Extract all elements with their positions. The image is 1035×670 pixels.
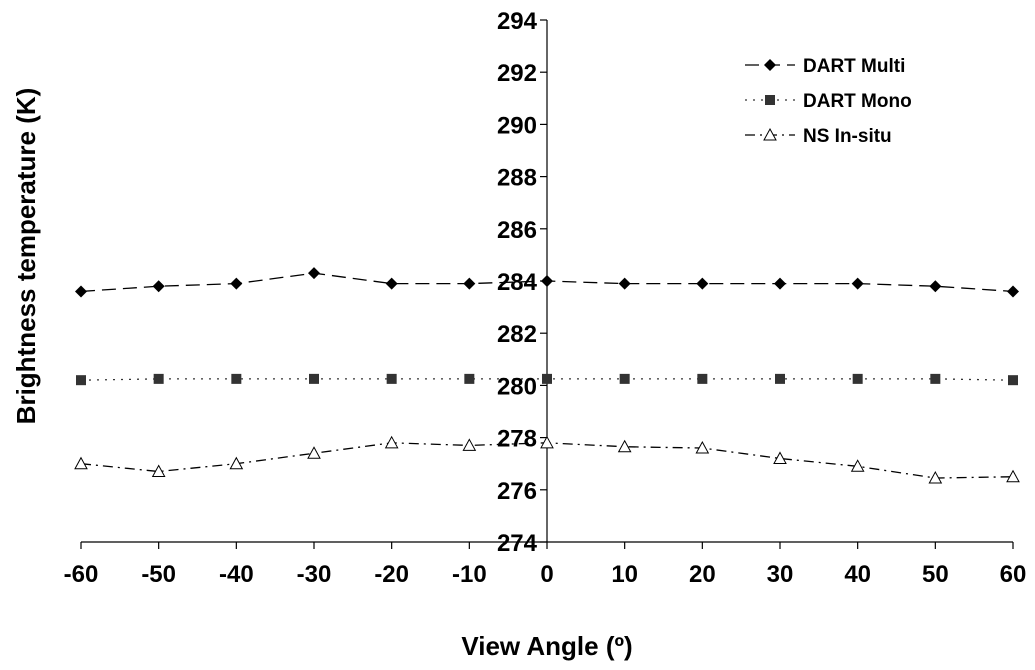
x-tick-label: 30 [767, 561, 794, 588]
y-tick-label: 286 [497, 217, 537, 244]
x-tick-label: -10 [452, 561, 487, 588]
legend: DART Multi DART Mono NS In-situ [745, 56, 912, 147]
legend-marker [764, 59, 776, 71]
y-tick-label: 284 [497, 269, 538, 296]
data-point [462, 438, 477, 451]
data-point [928, 471, 943, 484]
data-point [1006, 469, 1020, 483]
data-point [76, 375, 86, 386]
x-tick-label: -60 [64, 561, 99, 588]
legend-marker [765, 95, 775, 105]
data-point [308, 267, 320, 280]
data-point [384, 435, 399, 449]
x-tick-label: 20 [689, 561, 716, 588]
data-point [75, 285, 87, 298]
x-tick-label: 40 [844, 561, 871, 588]
data-point [309, 373, 319, 384]
series-dart-multi [75, 267, 1019, 298]
data-point [695, 440, 710, 454]
x-axis-title: View Angle (º) [461, 631, 632, 661]
data-point [851, 277, 864, 290]
data-point [151, 464, 166, 478]
data-point [1008, 375, 1018, 386]
data-point [229, 456, 244, 470]
data-point [619, 373, 630, 384]
data-point [618, 277, 631, 290]
y-tick-label: 280 [497, 373, 537, 400]
legend-item-dart-multi: DART Multi [745, 56, 905, 77]
data-point [463, 277, 476, 290]
data-point [775, 373, 785, 384]
data-point [152, 280, 165, 293]
x-tick-label: -50 [141, 561, 176, 588]
data-point [464, 373, 475, 384]
y-tick-label: 292 [497, 60, 537, 87]
data-point [230, 277, 243, 290]
legend-label: DART Mono [803, 91, 912, 112]
data-point [542, 373, 552, 384]
data-point [153, 373, 164, 384]
y-axis-title: Brightness temperature (K) [11, 88, 41, 425]
data-point [385, 277, 398, 290]
data-point [773, 451, 787, 464]
data-point [386, 373, 397, 384]
data-point [696, 277, 709, 290]
data-point [617, 439, 632, 453]
x-tick-label: 0 [540, 561, 553, 588]
data-point [850, 459, 865, 472]
legend-marker [763, 127, 777, 141]
data-point [929, 280, 942, 293]
data-point [774, 277, 786, 290]
legend-label: NS In-situ [803, 126, 892, 147]
y-tick-label: 276 [497, 478, 537, 505]
y-tick-label: 274 [497, 530, 538, 557]
data-point [930, 373, 941, 384]
x-tick-label: 50 [922, 561, 949, 588]
data-point [307, 446, 321, 459]
data-point [541, 275, 553, 287]
x-tick-label: -20 [374, 561, 409, 588]
data-point [697, 373, 708, 384]
legend-item-dart-mono: DART Mono [745, 91, 912, 112]
y-tick-label: 288 [497, 165, 537, 192]
data-point [1007, 285, 1019, 298]
series-ns-in-situ [74, 435, 1020, 484]
x-tick-label: 10 [611, 561, 638, 588]
tick-labels: -60 -50 -40 -30 -20 -10 0 10 20 30 40 50 60 274 276 278… [64, 8, 1027, 588]
data-point [74, 456, 88, 470]
y-tick-label: 282 [497, 321, 537, 348]
legend-item-ns-in-situ: NS In-situ [745, 126, 892, 147]
x-tick-label: -40 [219, 561, 254, 588]
axes [80, 19, 1014, 549]
series-layer [74, 267, 1020, 484]
series-dart-mono [76, 373, 1018, 386]
data-point [540, 435, 554, 449]
data-point [852, 373, 863, 384]
x-tick-label: 60 [1000, 561, 1027, 588]
legend-label: DART Multi [803, 56, 905, 77]
data-point [231, 373, 242, 384]
y-tick-label: 294 [497, 8, 538, 35]
y-tick-label: 278 [497, 426, 537, 453]
y-tick-label: 290 [497, 112, 537, 139]
x-tick-label: -30 [297, 561, 332, 588]
